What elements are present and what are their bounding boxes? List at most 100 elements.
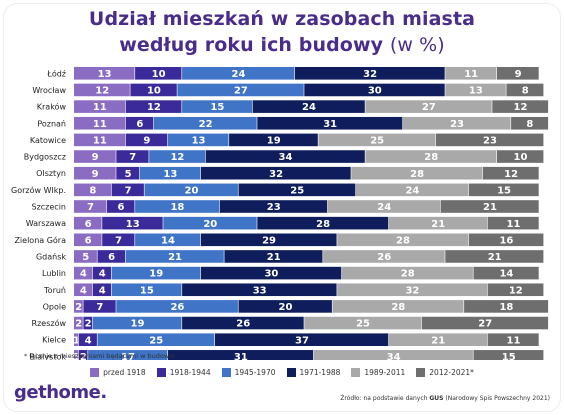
legend-label: 2012-2021* (429, 368, 474, 377)
bar-segment (74, 333, 79, 346)
bar-segment (468, 183, 539, 197)
data-label: 13 (469, 86, 483, 97)
data-label: 4 (80, 269, 87, 280)
data-label: 30 (368, 86, 382, 97)
source-note: Źródło: na podstawie danych GUS (Narodow… (340, 395, 550, 402)
data-label: 4 (99, 269, 106, 280)
bar-segment (435, 133, 544, 147)
gethome-logo: gethome. (14, 382, 107, 403)
bar-segment (200, 166, 351, 180)
data-label: 23 (267, 202, 281, 213)
bar-segment (92, 316, 182, 330)
bar-segment (88, 350, 168, 360)
data-label: 20 (185, 185, 199, 196)
legend-swatch (90, 368, 100, 377)
category-label: Lublin (42, 269, 66, 278)
data-label: 11 (506, 219, 520, 230)
data-label: 10 (147, 86, 161, 97)
data-label: 27 (422, 102, 436, 113)
data-label: 15 (502, 352, 516, 360)
bar-segment (153, 116, 257, 130)
data-label: 33 (253, 285, 267, 296)
category-label: Białystok (30, 352, 67, 360)
bar-segment (102, 233, 135, 247)
bar-segment (74, 83, 130, 97)
data-label: 18 (499, 302, 513, 313)
bar-segment (74, 216, 102, 230)
bar-segment (163, 216, 257, 230)
legend-item: przed 1918 (90, 368, 146, 377)
data-label: 29 (262, 235, 276, 246)
legend-label: 1971-1988 (299, 368, 341, 377)
bar-segment (473, 350, 544, 360)
bar-segment (365, 150, 497, 163)
bar-segment (78, 350, 88, 360)
data-label: 11 (464, 69, 478, 80)
bar-segment (182, 67, 295, 80)
logo-text: gethome (14, 382, 101, 403)
bar-segment (125, 133, 168, 147)
data-label: 1 (73, 335, 80, 346)
data-label: 13 (163, 169, 177, 180)
bar-segment (74, 200, 107, 213)
bar-segment (78, 333, 97, 346)
bar-segment (464, 300, 549, 313)
bar-segment (511, 116, 549, 130)
bar-segment (323, 250, 445, 263)
legend-label: 1945-1970 (234, 368, 276, 377)
data-label: 21 (431, 335, 445, 346)
bar-segment (74, 133, 126, 147)
bar-segment (294, 67, 445, 80)
data-label: 28 (396, 235, 410, 246)
bar-segment (224, 250, 323, 263)
bar-segment (97, 333, 215, 346)
legend-label: 1918-1944 (169, 368, 211, 377)
data-label: 9 (92, 169, 99, 180)
bar-segment (341, 266, 473, 280)
bar-segment (421, 316, 549, 330)
legend-swatch (416, 368, 426, 377)
bar-segment (304, 83, 445, 97)
bar-segment (116, 166, 140, 180)
bar-segment (111, 266, 201, 280)
bar-segment (144, 183, 238, 197)
bar-segment (238, 183, 356, 197)
data-label: 25 (149, 335, 163, 346)
data-label: 4 (80, 285, 87, 296)
bar-segment (200, 266, 342, 280)
data-label: 28 (316, 219, 330, 230)
data-label: 21 (431, 219, 445, 230)
legend-item: 1971-1988 (286, 368, 341, 377)
bar-segment (168, 350, 314, 360)
logo-dot: . (100, 382, 107, 403)
bar-segment (74, 233, 102, 247)
bar-segment (337, 233, 469, 247)
data-label: 6 (118, 202, 125, 213)
bar-segment (238, 300, 332, 313)
bar-segment (468, 233, 544, 247)
bar-segment (497, 150, 544, 163)
data-label: 12 (95, 86, 109, 97)
data-label: 5 (82, 252, 89, 263)
category-label: Warszawa (26, 219, 66, 228)
bar-segment (135, 67, 182, 80)
data-label: 7 (96, 302, 103, 313)
bar-segment (74, 150, 116, 163)
bar-segment (106, 200, 135, 213)
data-label: 27 (478, 319, 492, 330)
data-label: 16 (499, 235, 513, 246)
data-label: 23 (483, 136, 497, 147)
data-label: 28 (391, 302, 405, 313)
bar-segment (473, 266, 539, 280)
bar-segment (351, 166, 483, 180)
source-suffix: (Narodowy Spis Powszechny 2021) (443, 395, 550, 402)
data-label: 2 (75, 302, 82, 313)
category-label: Bydgoszcz (24, 153, 66, 162)
bar-segment (74, 183, 111, 197)
bar-segment (229, 133, 318, 147)
category-label: Kielce (42, 336, 66, 345)
data-label: 34 (279, 152, 293, 163)
bar-segment (74, 100, 126, 113)
legend-item: 2012-2021* (416, 368, 474, 377)
category-label: Kraków (37, 102, 67, 112)
